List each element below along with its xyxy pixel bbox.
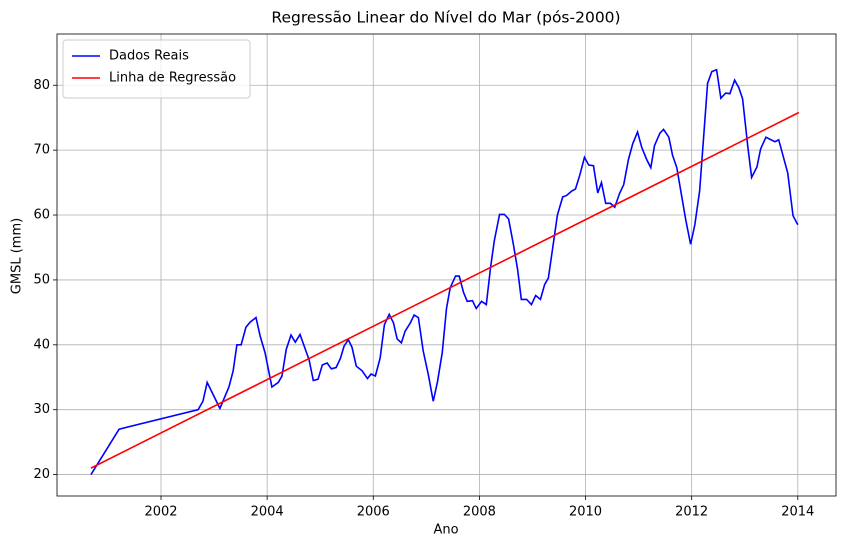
legend-label: Linha de Regressão [109, 71, 236, 86]
y-tick-label: 50 [33, 272, 50, 287]
legend-box [62, 39, 251, 99]
data-line [90, 111, 800, 469]
y-tick-label: 20 [33, 467, 50, 482]
y-tick-label: 30 [33, 402, 50, 417]
chart-title: Regressão Linear do Nível do Mar (pós-20… [271, 9, 620, 27]
x-tick-label: 2006 [357, 505, 390, 520]
x-tick-label: 2014 [781, 505, 814, 520]
legend-label: Dados Reais [109, 49, 189, 64]
x-tick-label: 2008 [463, 505, 496, 520]
x-axis-label: Ano [433, 523, 458, 538]
legend: Dados Reais Linha de Regressão [62, 39, 251, 99]
y-tick-label: 60 [33, 208, 50, 223]
x-tick-label: 2010 [569, 505, 602, 520]
y-tick-label: 80 [33, 78, 50, 93]
plot-frame [56, 33, 837, 497]
data-line [90, 68, 799, 476]
x-tick-label: 2012 [675, 505, 708, 520]
x-tick-label: 2002 [144, 505, 177, 520]
y-axis-label: GMSL (mm) [10, 218, 25, 294]
x-tick-label: 2004 [251, 505, 284, 520]
y-tick-label: 70 [33, 143, 50, 158]
y-tick-label: 40 [33, 337, 50, 352]
